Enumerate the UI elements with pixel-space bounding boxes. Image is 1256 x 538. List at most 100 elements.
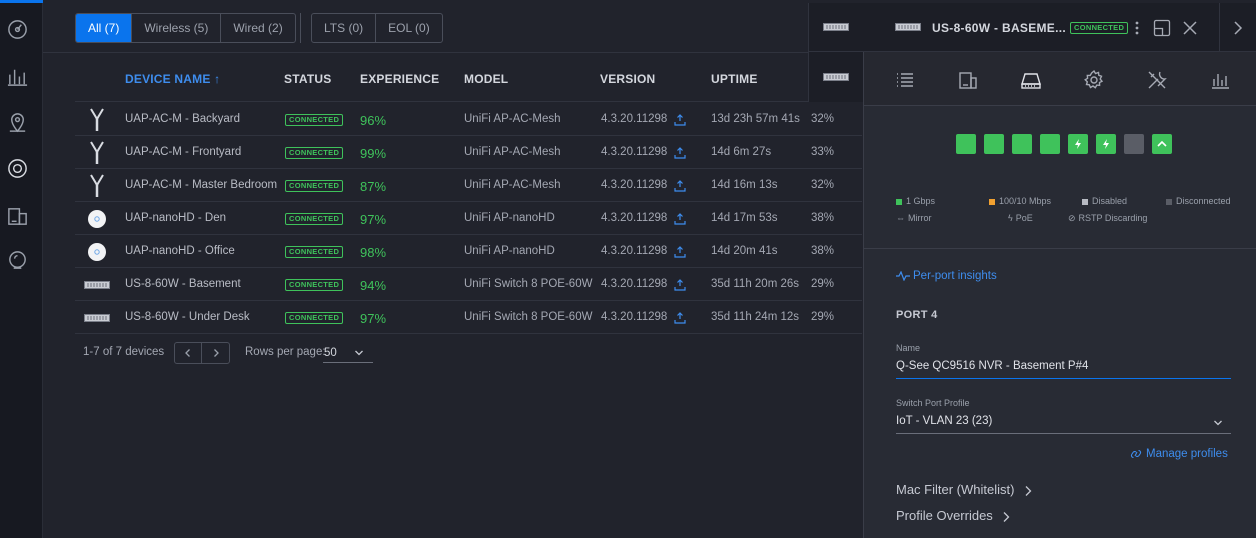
filter-divider [300,13,301,43]
mac-filter-expander[interactable]: Mac Filter (Whitelist) [896,482,1032,497]
status-badge: CONNECTED [285,147,344,159]
profile-overrides-expander[interactable]: Profile Overrides [896,508,1010,523]
table-row[interactable]: UAP-nanoHD - Den CONNECTED 97% UniFi AP-nan… [75,202,862,235]
device-name[interactable]: UAP-nanoHD - Den [125,212,226,224]
table-row[interactable]: UAP-AC-M - Backyard CONNECTED 96% UniFi AP-… [75,103,862,136]
port-profile-select[interactable]: IoT - VLAN 23 (23) [896,410,1231,434]
panel-header: US-8-60W - BASEME... CONNECTED [808,3,1256,52]
clients-nav-icon[interactable] [5,204,29,228]
chevron-right-icon[interactable] [1233,20,1243,36]
panel-device-title: US-8-60W - BASEME... [932,21,1067,35]
collapsed-device-column [808,52,863,102]
switch-port-4[interactable] [1040,134,1060,154]
previous-page-button[interactable] [175,343,202,363]
device-name[interactable]: UAP-AC-M - Frontyard [125,146,242,158]
experience-value: 97% [360,212,387,227]
upgrade-icon[interactable] [674,180,686,192]
usage-value: 29% [811,311,835,323]
switch-port-5[interactable] [1068,134,1088,154]
model-value: UniFi Switch 8 POE-60W [464,278,593,290]
status-badge: CONNECTED [285,246,344,258]
switch-port-2[interactable] [984,134,1004,154]
manage-profiles-link[interactable]: Manage profiles [1130,448,1228,460]
table-row[interactable]: UAP-AC-M - Frontyard CONNECTED 99% UniFi AP… [75,136,862,169]
upgrade-icon[interactable] [674,279,686,291]
switch-port-8[interactable] [1152,134,1172,154]
column-status[interactable]: STATUS [284,72,332,86]
disconnected-swatch [1166,198,1172,205]
statistics-nav-icon[interactable] [5,64,29,88]
header-divider [1219,3,1220,52]
upgrade-icon[interactable] [674,213,686,225]
upgrade-icon[interactable] [674,312,686,324]
table-row[interactable]: US-8-60W - Under Desk CONNECTED 97% UniFi S… [75,301,862,334]
table-row[interactable]: US-8-60W - Basement CONNECTED 94% UniFi Swi… [75,268,862,301]
uptime-value: 14d 16m 13s [711,179,778,191]
usage-value: 33% [811,146,835,158]
column-uptime[interactable]: UPTIME [711,72,758,86]
legend-rstp: ⊘ RSTP Discarding [1068,213,1148,223]
device-name[interactable]: US-8-60W - Basement [125,278,241,290]
popout-icon[interactable] [1153,19,1171,37]
device-name[interactable]: UAP-nanoHD - Office [125,245,235,257]
chevron-down-icon [355,350,363,356]
switch-port-1[interactable] [956,134,976,154]
filter-lts-tab[interactable]: LTS (0) [312,14,377,42]
switch-port-6[interactable] [1096,134,1116,154]
insights-nav-icon[interactable] [5,248,29,272]
switch-port-3[interactable] [1012,134,1032,154]
tab-statistics[interactable] [1208,68,1232,92]
device-detail-panel: US-8-60W - BASEME... CONNECTED [808,3,1256,538]
mirror-icon: ⇔ [896,213,905,223]
experience-value: 87% [360,179,387,194]
version-value: 4.3.20.11298 [601,146,668,158]
mesh-ap-icon [83,141,111,165]
map-nav-icon[interactable] [5,110,29,134]
experience-value: 96% [360,113,387,128]
column-experience[interactable]: EXPERIENCE [360,72,440,86]
panel-divider [864,248,1256,249]
upgrade-icon[interactable] [674,147,686,159]
dashboard-nav-icon[interactable] [5,17,29,41]
next-page-button[interactable] [202,343,229,363]
filter-wired-tab[interactable]: Wired (2) [233,21,283,35]
column-model[interactable]: MODEL [464,72,509,86]
upgrade-icon[interactable] [674,114,686,126]
more-options-icon[interactable] [1134,20,1140,36]
filter-all-tab[interactable]: All (7) [76,14,133,42]
version-value: 4.3.20.11298 [601,212,668,224]
tab-tools[interactable] [1145,68,1169,92]
table-footer: 1-7 of 7 devices Rows per page: 50 [83,341,383,365]
device-name[interactable]: UAP-AC-M - Backyard [125,113,241,125]
per-port-insights-link[interactable]: Per-port insights [896,270,997,282]
port-profile-value: IoT - VLAN 23 (23) [896,415,993,427]
tab-overview[interactable] [893,68,917,92]
table-row[interactable]: UAP-nanoHD - Office CONNECTED 98% UniFi AP-… [75,235,862,268]
rows-per-page-select[interactable]: 50 [323,344,373,363]
tab-config[interactable] [1082,68,1106,92]
table-row[interactable]: UAP-AC-M - Master Bedroom CONNECTED 87% Uni… [75,169,862,202]
upgrade-icon[interactable] [674,246,686,258]
filter-bar: All (7) Wireless (5) Wired (2) LTS (0) E… [43,0,863,53]
status-badge: CONNECTED [285,114,344,126]
column-version[interactable]: VERSION [600,72,656,86]
status-badge: CONNECTED [285,213,344,225]
filter-eol-tab[interactable]: EOL (0) [388,21,430,35]
devices-nav-icon[interactable] [5,156,29,180]
filter-wireless-tab[interactable]: Wireless (5) [132,14,222,42]
pulse-icon [896,270,910,282]
rstp-icon: ⊘ [1068,213,1076,223]
tab-ports[interactable] [1019,68,1043,92]
name-label: Name [896,343,921,353]
device-name[interactable]: UAP-AC-M - Master Bedroom [125,179,278,191]
legend-disabled: Disabled [1082,196,1127,206]
close-icon[interactable] [1182,20,1198,36]
stats-icon [1212,74,1229,89]
tab-devices[interactable] [956,68,980,92]
column-device-name[interactable]: DEVICE NAME ↑ [125,72,221,86]
switch-port-7[interactable] [1124,134,1144,154]
chevron-left-icon [185,349,190,357]
port-name-input[interactable]: Q-See QC9516 NVR - Basement P#4 [896,355,1231,379]
device-name[interactable]: US-8-60W - Under Desk [125,311,250,323]
panel-tabs [864,52,1256,106]
